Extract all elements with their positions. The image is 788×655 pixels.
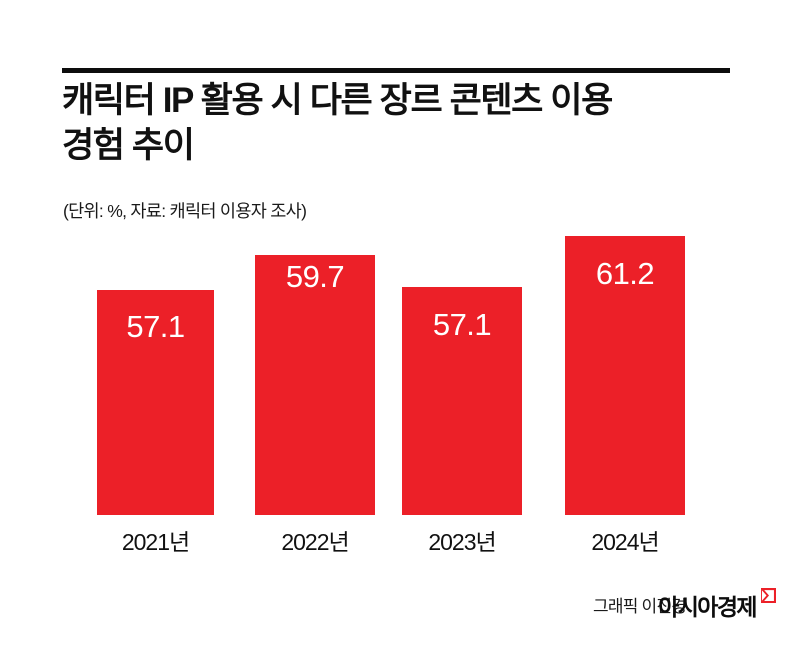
- bar-value-2021: 57.1: [126, 309, 185, 344]
- bar-2022: [255, 255, 375, 515]
- bar-value-2024: 61.2: [595, 256, 655, 291]
- category-label-2022: 2022년: [281, 529, 349, 555]
- bar-value-2022: 59.7: [285, 259, 345, 294]
- category-label-2024: 2024년: [591, 529, 659, 555]
- bar-value-2023: 57.1: [432, 307, 492, 342]
- graphic-credit: 그래픽 이진경: [593, 597, 687, 616]
- chart-subtitle-unit-source: (단위: %, 자료: 캐릭터 이용자 조사): [63, 201, 307, 221]
- bar-2023: [402, 287, 522, 515]
- asiae-flag-mark-icon: [761, 588, 776, 603]
- top-divider-rule: [62, 68, 730, 73]
- bar-2021: [97, 290, 214, 515]
- page-title: 캐릭터 IP 활용 시 다른 장르 콘텐츠 이용 경험 추이: [62, 81, 613, 165]
- publisher-brand-name: 아시아경제: [658, 594, 757, 620]
- bar-2024: [565, 236, 685, 515]
- category-label-2023: 2023년: [428, 529, 496, 555]
- category-label-2021: 2021년: [121, 529, 190, 555]
